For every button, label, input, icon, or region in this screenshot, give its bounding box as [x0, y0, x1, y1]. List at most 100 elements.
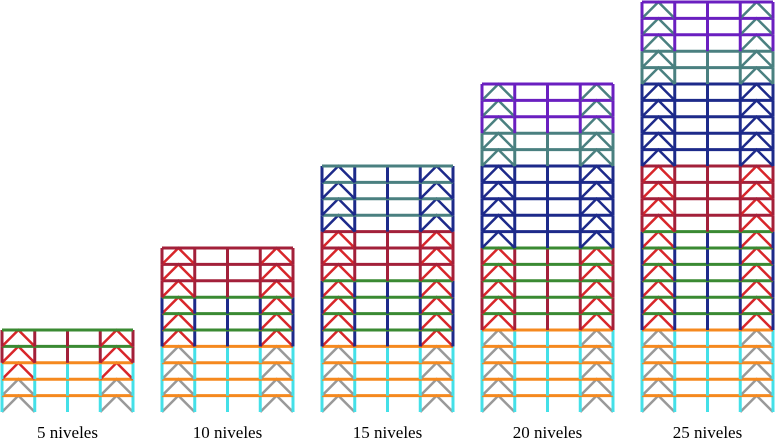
brace	[641, 115, 676, 135]
brace	[321, 361, 356, 381]
brace	[419, 328, 454, 348]
brace	[579, 279, 614, 299]
brace	[739, 197, 774, 217]
brace	[739, 229, 774, 249]
brace	[641, 361, 676, 381]
brace	[579, 328, 614, 348]
brace	[259, 311, 294, 331]
brace	[641, 295, 676, 315]
brace	[1, 328, 36, 348]
brace	[99, 393, 134, 413]
brace	[481, 82, 516, 102]
brace	[641, 180, 676, 200]
brace	[641, 33, 676, 53]
brace	[739, 115, 774, 135]
brace	[641, 49, 676, 69]
brace	[259, 344, 294, 364]
brace	[481, 164, 516, 184]
brace	[481, 328, 516, 348]
brace	[641, 246, 676, 266]
brace	[1, 377, 36, 397]
brace	[641, 65, 676, 85]
brace	[739, 98, 774, 118]
brace	[739, 246, 774, 266]
brace	[481, 311, 516, 331]
brace	[579, 213, 614, 233]
brace	[321, 197, 356, 217]
brace	[739, 0, 774, 20]
brace	[641, 16, 676, 36]
brace	[481, 98, 516, 118]
brace	[481, 377, 516, 397]
brace	[641, 377, 676, 397]
brace	[641, 82, 676, 102]
brace	[641, 229, 676, 249]
brace	[579, 262, 614, 282]
brace	[161, 262, 196, 282]
brace	[259, 279, 294, 299]
brace	[321, 164, 356, 184]
brace	[481, 180, 516, 200]
brace	[259, 328, 294, 348]
brace	[419, 311, 454, 331]
brace	[161, 311, 196, 331]
brace	[99, 344, 134, 364]
brace	[739, 328, 774, 348]
brace	[419, 197, 454, 217]
brace	[321, 393, 356, 413]
brace	[739, 311, 774, 331]
brace	[161, 393, 196, 413]
brace	[161, 377, 196, 397]
brace	[1, 393, 36, 413]
brace	[739, 33, 774, 53]
brace	[481, 147, 516, 167]
brace	[579, 344, 614, 364]
building-label: 20 niveles	[513, 423, 582, 441]
brace	[259, 262, 294, 282]
brace	[321, 213, 356, 233]
brace	[739, 16, 774, 36]
brace	[259, 361, 294, 381]
brace	[641, 197, 676, 217]
brace	[641, 147, 676, 167]
brace	[481, 344, 516, 364]
brace	[99, 361, 134, 381]
building-label: 25 niveles	[673, 423, 742, 441]
brace	[99, 328, 134, 348]
brace	[321, 279, 356, 299]
brace	[579, 377, 614, 397]
brace	[579, 393, 614, 413]
brace	[321, 229, 356, 249]
brace	[739, 65, 774, 85]
brace	[99, 377, 134, 397]
brace	[739, 82, 774, 102]
brace	[161, 295, 196, 315]
brace	[419, 246, 454, 266]
brace	[641, 98, 676, 118]
brace	[641, 328, 676, 348]
brace	[161, 361, 196, 381]
brace	[259, 295, 294, 315]
brace	[321, 344, 356, 364]
brace	[481, 295, 516, 315]
brace	[419, 164, 454, 184]
brace	[419, 393, 454, 413]
brace	[579, 246, 614, 266]
brace	[579, 311, 614, 331]
brace	[579, 229, 614, 249]
building-label: 15 niveles	[353, 423, 422, 441]
brace	[739, 147, 774, 167]
brace	[419, 361, 454, 381]
brace	[739, 344, 774, 364]
brace	[419, 213, 454, 233]
brace	[641, 393, 676, 413]
brace	[321, 180, 356, 200]
brace	[419, 180, 454, 200]
brace	[579, 82, 614, 102]
brace	[739, 377, 774, 397]
brace	[161, 328, 196, 348]
brace	[321, 246, 356, 266]
brace	[579, 180, 614, 200]
